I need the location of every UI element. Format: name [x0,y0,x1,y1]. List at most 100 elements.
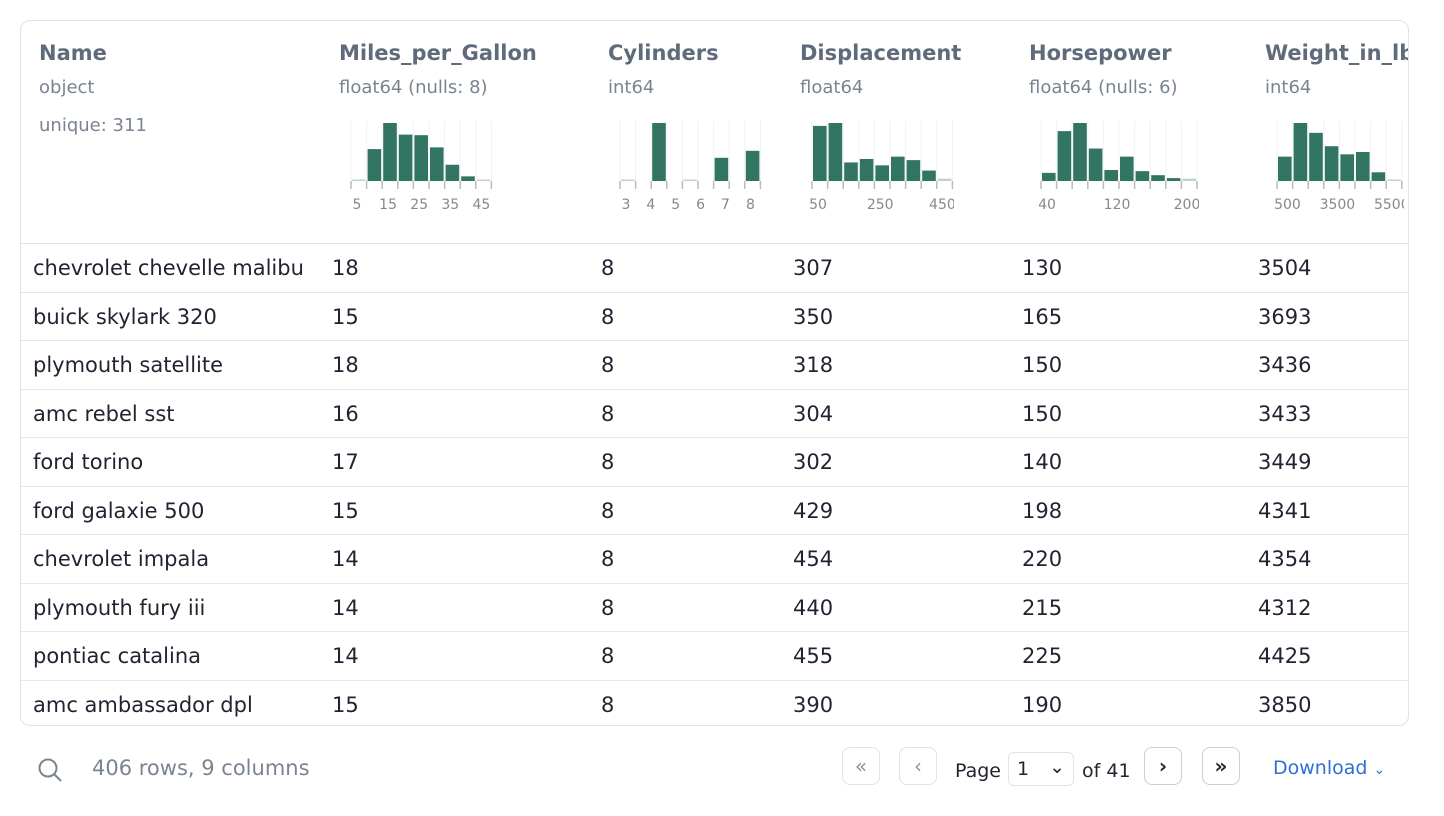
histogram-bar[interactable] [745,150,760,181]
histogram-bar[interactable] [937,178,952,181]
table-row[interactable]: chevrolet impala 14 8 454 220 4354 [21,535,1408,584]
table-cell: 198 [1022,498,1063,523]
histogram-bar[interactable] [1120,156,1134,181]
histogram-bar[interactable] [1104,169,1118,181]
histogram-bar[interactable] [445,164,460,181]
tick-label: 15 [379,197,397,213]
table-cell: 8 [601,401,615,426]
histogram-bar[interactable] [383,123,397,181]
data-table: Name object unique: 311 Miles_per_Gallon flo… [20,20,1409,726]
download-button[interactable]: Download ⌄ [1273,757,1386,779]
tick-label: 120 [1104,197,1131,213]
tick-label: 1500 [1275,197,1301,213]
table-cell: 307 [793,256,834,280]
table-body: chevrolet chevelle malibu 18 8 307 130 3504 bu… [21,244,1408,726]
histogram-bar[interactable] [683,179,697,182]
histogram-bar[interactable] [398,134,413,181]
histogram-bar[interactable] [1182,178,1196,181]
histogram-bar[interactable] [1309,132,1323,181]
table-cell: 18 [332,353,359,377]
histogram-bar[interactable] [714,157,729,181]
histogram-bar[interactable] [414,135,428,181]
histogram-bar[interactable] [1278,156,1292,181]
histogram-bar[interactable] [1340,154,1354,181]
table-row[interactable]: buick skylark 320 15 8 350 165 3693 [21,293,1408,341]
table-cell: 8 [601,547,615,571]
histogram-bar[interactable] [1371,172,1386,181]
last-page-button[interactable]: » [1202,747,1240,785]
table-row[interactable]: amc rebel sst 16 8 304 150 3433 [21,390,1408,438]
histogram-bar[interactable] [1356,152,1370,181]
column-name: Horsepower [1029,41,1172,65]
table-cell: 3433 [1258,401,1312,426]
table-row[interactable]: chevrolet chevelle malibu 18 8 307 130 3504 [21,244,1408,293]
table-cell: 4425 [1258,644,1312,668]
table-cell: 4312 [1258,595,1312,620]
search-icon[interactable] [36,756,64,784]
histogram-bar[interactable] [1166,178,1181,181]
table-cell: 440 [793,595,834,620]
histogram-bar[interactable] [621,179,635,182]
histogram-bar[interactable] [461,176,475,181]
column-type: int64 [608,77,655,98]
tick-label: 4 [646,197,655,213]
tick-label: 50 [810,197,827,213]
table-cell: 225 [1022,644,1063,668]
histogram-bar[interactable] [352,179,366,182]
table-row[interactable]: amc ambassador dpl 15 8 390 190 3850 [21,681,1408,726]
table-cell: 302 [793,450,834,474]
first-page-button[interactable]: « [842,747,880,785]
tick-label: 3500 [1320,197,1356,213]
histogram-bar[interactable] [813,125,827,181]
histogram-bar[interactable] [1042,172,1056,181]
column-type: int64 [1265,77,1312,98]
table-row[interactable]: ford torino 17 8 302 140 3449 [21,438,1408,487]
histogram-bar[interactable] [1387,179,1401,182]
histogram-bar[interactable] [1293,123,1308,181]
table-cell: 8 [601,595,615,620]
histogram-bar[interactable] [1057,131,1072,181]
table-cell: 14 [332,547,359,571]
table-row[interactable]: plymouth fury iii 14 8 440 215 4312 [21,584,1408,632]
chevron-down-icon: ⌄ [1049,756,1065,778]
table-cell: buick skylark 320 [33,304,217,329]
histogram-bar[interactable] [1135,171,1150,181]
page-select[interactable]: 1 ⌄ [1008,752,1074,786]
column-name: Name [39,41,107,65]
histogram-bar[interactable] [476,179,491,182]
histogram-bar[interactable] [1073,123,1087,181]
histogram-bar[interactable] [922,170,936,181]
table-cell: 17 [332,450,359,474]
histogram-bar[interactable] [891,156,905,181]
histogram-bar[interactable] [367,149,382,181]
table-cell: plymouth satellite [33,353,224,377]
histogram: 50 250 450 [810,121,954,213]
table-cell: 165 [1022,304,1063,329]
histogram-bar[interactable] [1151,175,1165,181]
table-row[interactable]: plymouth satellite 18 8 318 150 3436 [21,341,1408,390]
histogram-bar[interactable] [430,147,444,181]
histogram-bar[interactable] [828,123,843,181]
tick-label: 450 [929,197,954,213]
tick-label: 5 [353,197,362,213]
histogram: 40 120 200 [1039,121,1199,213]
table-cell: 3850 [1258,692,1312,717]
histogram-bar[interactable] [875,165,889,181]
table-cell: 3436 [1258,353,1312,377]
histogram-bar[interactable] [652,123,666,181]
table-cell: amc rebel sst [33,401,175,426]
table-cell: 390 [793,692,834,717]
table-cell: 350 [793,304,834,329]
histogram-bar[interactable] [1088,148,1103,181]
tick-label: 5 [671,197,680,213]
table-cell: 220 [1022,547,1063,571]
prev-page-button[interactable]: ‹ [899,747,937,785]
histogram-bar[interactable] [859,158,874,181]
table-row[interactable]: pontiac catalina 14 8 455 225 4425 [21,632,1408,681]
table-header: Name object unique: 311 Miles_per_Gallon flo… [21,21,1408,244]
next-page-button[interactable]: › [1144,747,1182,785]
histogram-bar[interactable] [906,160,921,181]
table-row[interactable]: ford galaxie 500 15 8 429 198 4341 [21,487,1408,535]
histogram-bar[interactable] [844,162,858,181]
histogram-bar[interactable] [1324,146,1339,181]
